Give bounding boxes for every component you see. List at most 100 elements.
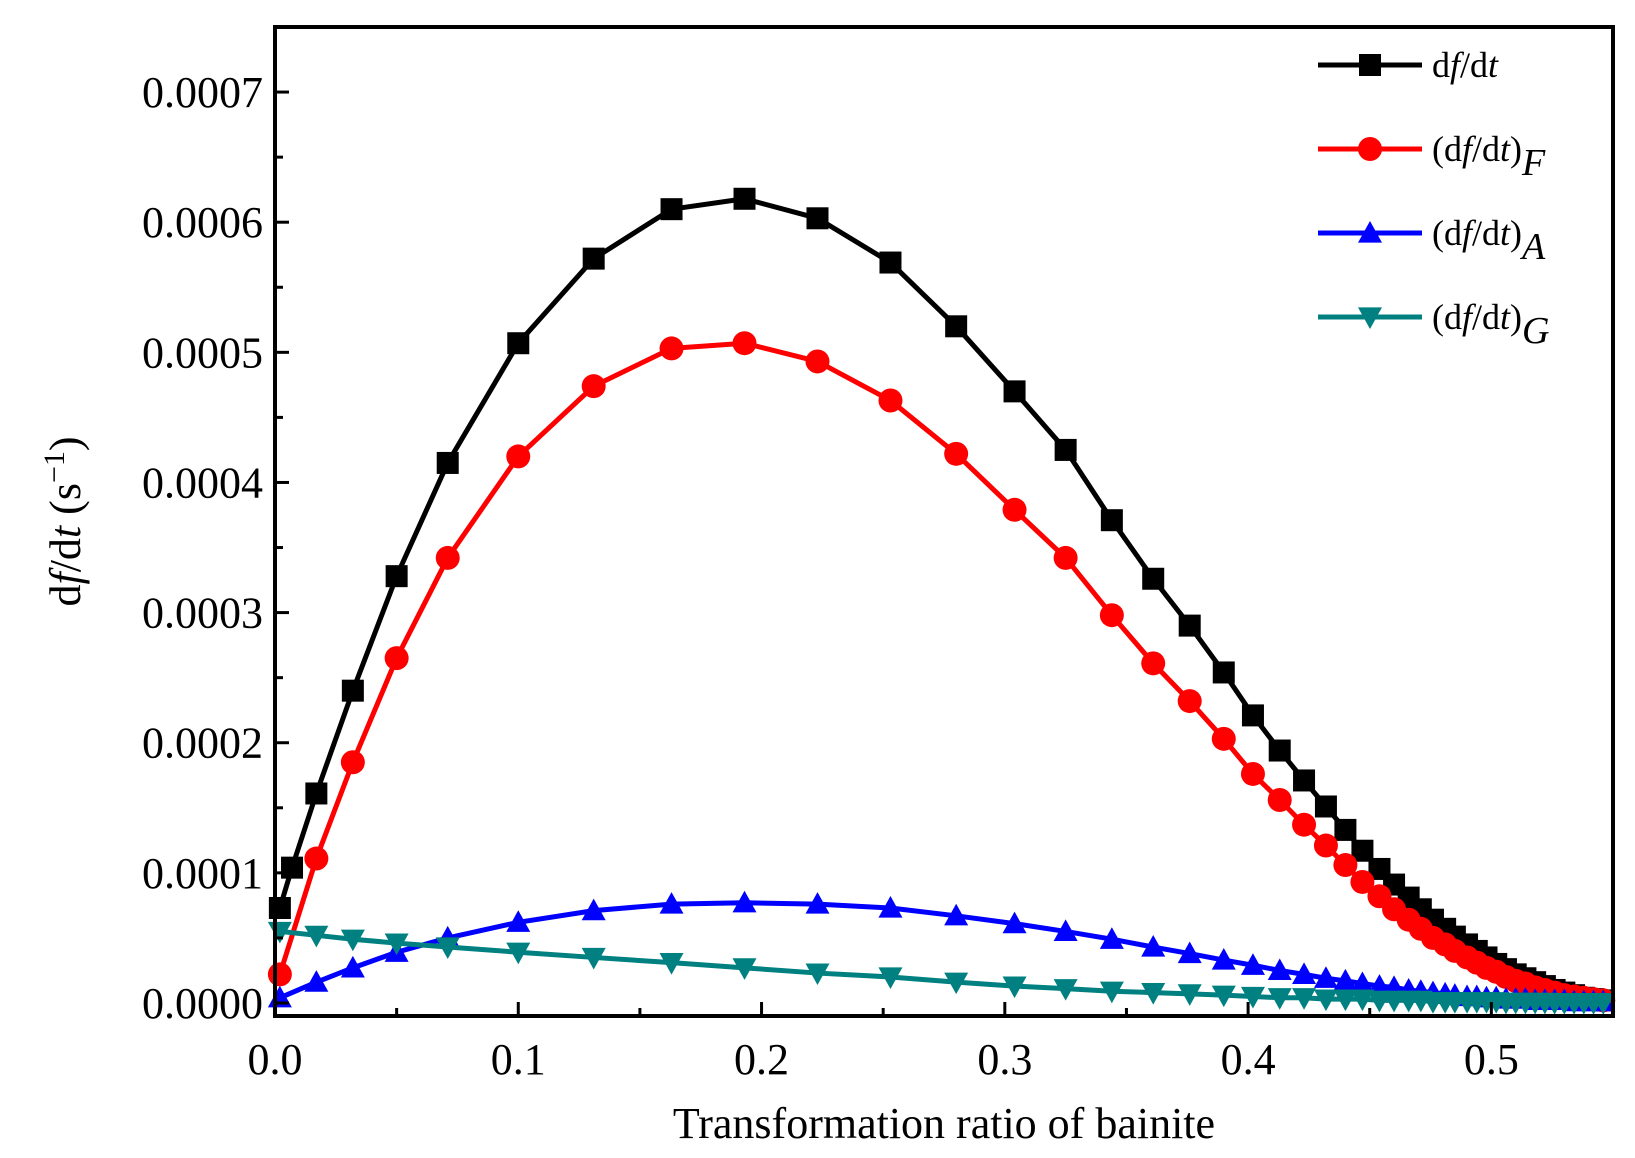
- data-point: [340, 929, 365, 952]
- data-point: [806, 207, 829, 230]
- legend-label-t: t: [1500, 297, 1511, 337]
- x-tick-label: 0.5: [1464, 1035, 1519, 1084]
- legend-label-t: t: [1488, 45, 1499, 85]
- data-point: [1240, 953, 1265, 975]
- legend-label-t: t: [1500, 129, 1511, 169]
- data-point: [878, 967, 903, 989]
- legend-label: (df/dt)F: [1432, 129, 1546, 184]
- data-point: [1099, 927, 1124, 949]
- data-point: [1177, 984, 1202, 1006]
- y-axis-title-unit-close: ): [41, 436, 90, 451]
- data-point: [1358, 307, 1382, 329]
- data-point: [1333, 968, 1358, 991]
- data-point: [1002, 497, 1027, 522]
- legend-label-slash-d: /d: [1472, 297, 1500, 337]
- data-point: [1241, 704, 1264, 727]
- data-point: [1268, 739, 1291, 762]
- legend-label-close: ): [1510, 129, 1522, 169]
- data-point: [1003, 380, 1026, 403]
- data-point: [1267, 988, 1292, 1010]
- data-point: [659, 953, 684, 975]
- x-tick-label: 0.3: [977, 1035, 1032, 1084]
- data-point: [507, 332, 530, 355]
- data-point: [384, 933, 409, 956]
- y-axis-title: df/dt (s−1): [38, 436, 90, 606]
- data-point: [1177, 689, 1202, 714]
- y-axis-title-slash-d: /d: [41, 538, 90, 572]
- data-point: [506, 444, 531, 469]
- data-point: [341, 679, 364, 702]
- data-point: [435, 545, 460, 570]
- legend-label-t: t: [1500, 213, 1511, 253]
- data-point: [1351, 839, 1374, 862]
- data-point: [305, 782, 328, 805]
- data-point: [581, 947, 606, 970]
- y-tick-label: 0.0000: [142, 979, 263, 1028]
- data-point: [1591, 993, 1616, 1015]
- data-point: [267, 962, 292, 987]
- series-triangle-down: [267, 921, 1616, 1015]
- y-tick-label: 0.0004: [142, 458, 263, 507]
- data-point: [1350, 989, 1375, 1012]
- data-point: [582, 247, 605, 270]
- legend-item: (df/dt)G: [1318, 297, 1550, 352]
- data-point: [1267, 787, 1292, 812]
- data-point: [732, 890, 757, 913]
- data-point: [1358, 137, 1382, 161]
- legend: df/dt (df/dt)F (df/dt)A (df/dt)G: [1318, 45, 1550, 352]
- data-point: [805, 892, 830, 914]
- y-axis-title-d: d: [41, 585, 90, 607]
- y-tick-label: 0.0005: [142, 328, 263, 377]
- data-point: [1141, 651, 1166, 676]
- data-point: [660, 198, 683, 221]
- series-circle: [267, 331, 1616, 1013]
- data-point: [1211, 726, 1236, 751]
- data-point: [506, 910, 531, 932]
- data-point: [1142, 567, 1165, 590]
- y-tick-label: 0.0002: [142, 719, 263, 768]
- data-point: [733, 187, 756, 210]
- y-tick-label: 0.0006: [142, 198, 263, 247]
- data-point: [1292, 962, 1317, 984]
- data-point: [1292, 812, 1317, 837]
- data-point: [304, 846, 329, 871]
- y-tick-label: 0.0003: [142, 589, 263, 638]
- series-square: [268, 187, 1615, 1012]
- data-point: [878, 895, 903, 918]
- data-point: [304, 925, 329, 948]
- x-axis-title: Transformation ratio of bainite: [673, 1099, 1215, 1148]
- data-point: [1267, 958, 1292, 981]
- data-point: [281, 856, 304, 879]
- data-point: [1292, 988, 1317, 1010]
- data-point: [945, 315, 968, 338]
- legend-label-close: ): [1510, 213, 1522, 253]
- data-point: [1054, 438, 1077, 461]
- data-point: [659, 336, 684, 361]
- data-point: [1359, 54, 1381, 76]
- x-tick-label: 0.0: [248, 1035, 303, 1084]
- data-point: [340, 955, 365, 978]
- legend-label: df/dt: [1432, 45, 1499, 85]
- legend-label-slash-d: /d: [1472, 213, 1500, 253]
- data-point: [1313, 833, 1338, 858]
- y-axis-title-unit-open: (s: [41, 483, 90, 526]
- data-point: [1211, 948, 1236, 970]
- data-point: [1141, 982, 1166, 1005]
- data-point: [732, 958, 757, 980]
- data-point: [1212, 661, 1235, 684]
- y-tick-label: 0.0001: [142, 849, 263, 898]
- data-point: [1240, 986, 1265, 1009]
- data-point: [1178, 614, 1201, 637]
- legend-label-slash-d: /d: [1472, 129, 1500, 169]
- data-point: [385, 565, 408, 588]
- legend-label-d: (d: [1432, 297, 1462, 337]
- data-point: [1099, 981, 1124, 1004]
- data-point: [1099, 603, 1124, 628]
- data-point: [805, 963, 830, 986]
- data-point: [268, 896, 291, 919]
- data-point: [732, 331, 757, 356]
- data-point: [506, 942, 531, 965]
- data-point: [435, 937, 460, 960]
- data-point: [659, 892, 684, 914]
